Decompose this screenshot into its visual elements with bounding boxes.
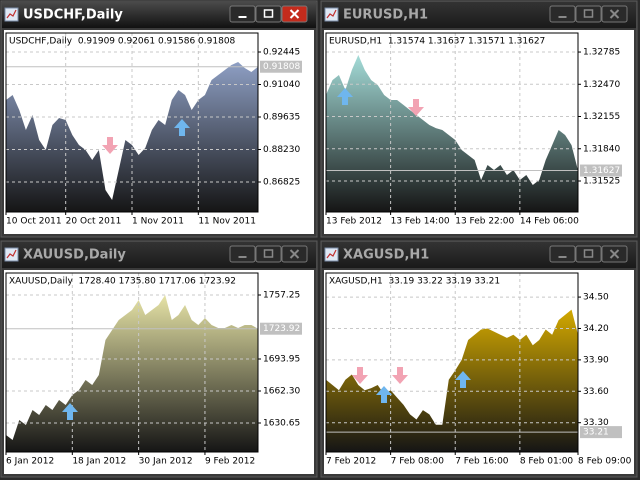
- close-button-glyph: [609, 249, 620, 259]
- x-tick-label: 18 Jan 2012: [72, 457, 126, 467]
- last-price-box: [260, 60, 302, 73]
- sell-signal-arrow: [102, 137, 118, 154]
- x-tick-label: 13 Feb 14:00: [391, 217, 450, 227]
- close-button-glyph: [289, 9, 300, 19]
- y-tick-label: 1757.25: [263, 291, 300, 301]
- minimize-button[interactable]: [549, 245, 576, 263]
- window-title: XAUUSD,Daily: [23, 248, 126, 263]
- maximize-button[interactable]: [255, 5, 282, 23]
- x-tick-label: 8 Feb 01:00: [520, 457, 574, 467]
- price-area: [326, 55, 578, 212]
- last-price-label: 1723.92: [263, 324, 300, 334]
- buy-signal-arrow: [337, 88, 353, 105]
- y-tick-label: 1630.65: [263, 419, 300, 429]
- window-title: XAGUSD,H1: [343, 248, 429, 263]
- y-tick-label: 1693.95: [263, 355, 300, 365]
- buy-signal-arrow: [455, 371, 471, 388]
- buy-signal-arrow: [376, 386, 392, 403]
- x-tick-label: 9 Feb 2012: [205, 457, 255, 467]
- window-icon-glyph: [326, 9, 337, 19]
- buy-signal-arrow: [174, 119, 190, 136]
- x-tick-label: 11 Nov 2011: [198, 217, 256, 227]
- chart-header: EURUSD,H1 1.31574 1.31637 1.31571 1.3162…: [329, 37, 545, 47]
- y-tick-label: 34.20: [583, 324, 609, 334]
- x-tick-label: 6 Jan 2012: [6, 457, 54, 467]
- plot-border: [325, 272, 579, 453]
- last-price-label: 1.31627: [583, 166, 620, 176]
- x-tick-label: 30 Jan 2012: [139, 457, 193, 467]
- plot-border: [5, 272, 259, 453]
- x-tick-label: 7 Feb 16:00: [455, 457, 509, 467]
- y-tick-label: 33.90: [583, 355, 609, 365]
- y-tick-label: 1.31525: [583, 176, 620, 186]
- plot-border: [5, 32, 259, 213]
- maximize-button[interactable]: [575, 5, 602, 23]
- x-tick-label: 14 Feb 06:00: [520, 217, 579, 227]
- x-tick-label: 7 Feb 08:00: [391, 457, 445, 467]
- x-tick-label: 7 Feb 2012: [326, 457, 376, 467]
- plot-border: [325, 32, 579, 213]
- last-price-box: [580, 164, 622, 177]
- minimize-button[interactable]: [229, 245, 256, 263]
- chart-header: XAGUSD,H1 33.19 33.22 33.19 33.21: [329, 277, 500, 287]
- close-button-glyph: [289, 249, 300, 259]
- y-tick-label: 1662.30: [263, 387, 300, 397]
- sell-signal-arrow: [392, 367, 408, 384]
- buy-signal-arrow: [62, 403, 78, 420]
- y-tick-label: 1.32155: [583, 112, 620, 122]
- y-tick-label: 0.92445: [263, 47, 300, 57]
- close-button-glyph: [609, 9, 620, 19]
- sell-signal-arrow: [408, 99, 424, 116]
- maximize-button-glyph: [263, 249, 274, 258]
- x-tick-label: 8 Feb 09:00: [578, 457, 632, 467]
- y-tick-label: 1.32785: [583, 48, 620, 58]
- maximize-button-glyph: [583, 249, 594, 258]
- last-price-box: [580, 426, 622, 439]
- maximize-button-glyph: [263, 9, 274, 18]
- maximize-button-glyph: [583, 9, 594, 18]
- minimize-button[interactable]: [549, 5, 576, 23]
- y-tick-label: 33.60: [583, 387, 609, 397]
- x-tick-label: 1 Nov 2011: [132, 217, 184, 227]
- price-area: [6, 61, 258, 212]
- y-tick-label: 0.91040: [263, 80, 300, 90]
- x-tick-label: 13 Feb 2012: [326, 217, 382, 227]
- window-icon-glyph: [6, 249, 17, 259]
- x-tick-label: 20 Oct 2011: [66, 217, 122, 227]
- minimize-button[interactable]: [229, 5, 256, 23]
- chart-header: USDCHF,Daily 0.91909 0.92061 0.91586 0.9…: [9, 37, 236, 47]
- chart-window[interactable]: EURUSD,H1 1.32785 1.32470 1.32155 1.31840 1.3…: [320, 0, 638, 238]
- window-icon-glyph: [326, 249, 337, 259]
- price-area: [326, 309, 578, 452]
- last-price-label: 0.91808: [263, 62, 300, 72]
- chart-window[interactable]: USDCHF,Daily 0.92445 0.91040 0.89635 0.88230…: [0, 0, 318, 238]
- window-title: USDCHF,Daily: [23, 8, 123, 23]
- sell-signal-arrow: [352, 367, 368, 384]
- maximize-button[interactable]: [575, 245, 602, 263]
- x-tick-label: 13 Feb 22:00: [455, 217, 514, 227]
- y-tick-label: 0.88230: [263, 145, 300, 155]
- y-tick-label: 0.89635: [263, 112, 300, 122]
- y-tick-label: 1.32470: [583, 80, 620, 90]
- window-icon-glyph: [6, 9, 17, 19]
- y-tick-label: 1.31840: [583, 144, 620, 154]
- y-tick-label: 0.86825: [263, 177, 300, 187]
- y-tick-label: 33.30: [583, 418, 609, 428]
- x-tick-label: 10 Oct 2011: [6, 217, 62, 227]
- y-tick-label: 34.50: [583, 293, 609, 303]
- window-title: EURUSD,H1: [343, 8, 428, 23]
- chart-window[interactable]: XAUUSD,Daily 1757.25 1693.95 1662.30 1630.65…: [0, 240, 318, 478]
- last-price-box: [260, 322, 302, 335]
- last-price-label: 33.21: [583, 428, 609, 438]
- maximize-button[interactable]: [255, 245, 282, 263]
- chart-header: XAUUSD,Daily 1728.40 1735.80 1717.06 172…: [9, 277, 236, 287]
- chart-window[interactable]: XAGUSD,H1 34.50 34.20 33.90 33.60 33.30 7 Feb …: [320, 240, 638, 478]
